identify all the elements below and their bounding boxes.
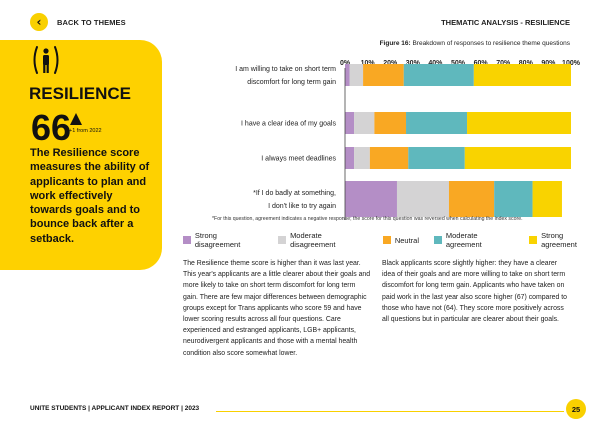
- bar-segment: [396, 181, 449, 217]
- theme-title: RESILIENCE: [29, 84, 132, 103]
- bar-segment: [467, 112, 571, 134]
- x-tick-label: 30%: [406, 60, 421, 67]
- x-tick-label: 90%: [541, 60, 556, 67]
- category-label: *If I do badly at something,: [253, 190, 336, 197]
- category-label: I don't like to try again: [268, 203, 336, 210]
- bar-segment: [354, 112, 375, 134]
- legend-swatch: [278, 236, 287, 244]
- footer-divider: [216, 411, 564, 413]
- bar-segment: [345, 112, 355, 134]
- bar-segment: [369, 147, 409, 169]
- legend-label: Moderate agreement: [445, 231, 482, 249]
- x-tick-label: 20%: [383, 60, 398, 67]
- category-label: discomfort for long term gain: [247, 79, 336, 86]
- legend-label: Strong disagreement: [194, 231, 241, 249]
- chart-legend: Strong disagreement Moderate disagreement…: [183, 231, 600, 249]
- arrow-up-icon: [70, 113, 82, 125]
- theme-score: 66: [31, 107, 72, 148]
- score-change: +1 from 2022: [69, 128, 102, 134]
- legend-label: Moderate disagreement: [290, 231, 336, 249]
- legend-swatch: [382, 236, 391, 244]
- back-to-themes-link[interactable]: ‹ BACK TO THEMES: [30, 13, 126, 31]
- x-tick-label: 40%: [428, 60, 443, 67]
- bar-segment: [406, 112, 468, 134]
- legend-label: Neutral: [394, 235, 420, 245]
- body-text-column-2: Black applicants score slightly higher: …: [382, 260, 567, 324]
- legend-item: Moderate disagreement: [278, 231, 368, 249]
- x-tick-label: 100%: [562, 60, 581, 67]
- x-tick-label: 0%: [340, 60, 351, 67]
- section-title: THEMATIC ANALYSIS - RESILIENCE: [441, 18, 570, 27]
- bar-segment: [354, 147, 370, 169]
- body-text-column-1: The Resilience theme score is higher tha…: [183, 260, 371, 357]
- bar-segment: [345, 147, 355, 169]
- legend-swatch: [529, 236, 538, 244]
- bar-segment: [473, 64, 571, 86]
- x-tick-label: 60%: [474, 60, 489, 67]
- back-to-themes-label: BACK TO THEMES: [57, 17, 126, 27]
- x-tick-label: 70%: [496, 60, 511, 67]
- page-number: 25: [566, 399, 586, 419]
- bar-segment: [532, 181, 562, 217]
- chevron-left-icon: ‹: [30, 13, 48, 31]
- x-tick-label: 10%: [361, 60, 376, 67]
- bar-segment: [494, 181, 533, 217]
- legend-item: Moderate agreement: [434, 231, 514, 249]
- legend-item: Strong agreement: [529, 231, 600, 249]
- category-label: I have a clear idea of my goals: [241, 121, 336, 128]
- person-between-brackets-icon: [33, 46, 59, 74]
- theme-panel: [0, 40, 162, 270]
- legend-label: Strong agreement: [541, 231, 577, 249]
- figure-caption: Breakdown of responses to resilience the…: [412, 40, 570, 47]
- bar-segment: [464, 147, 571, 169]
- bar-segment: [345, 181, 397, 217]
- bar-segment: [408, 147, 465, 169]
- legend-item: Strong disagreement: [183, 231, 263, 249]
- legend-swatch: [183, 236, 191, 244]
- bar-segment: [403, 64, 474, 86]
- figure-footnote: *For this question, agreement indicates …: [212, 216, 523, 222]
- legend-swatch: [434, 236, 442, 244]
- bar-segment: [363, 64, 404, 86]
- bar-segment: [374, 112, 407, 134]
- legend-item: Neutral: [382, 235, 420, 245]
- figure-number: Figure 16:: [379, 40, 411, 47]
- category-label: I always meet deadlines: [261, 156, 336, 163]
- figure-title: Figure 16: Breakdown of responses to res…: [380, 40, 570, 47]
- footer-text: UNITE STUDENTS | APPLICANT INDEX REPORT …: [30, 405, 200, 412]
- bar-segment: [349, 64, 364, 86]
- theme-description: The Resilience score measures the abilit…: [30, 147, 150, 245]
- x-tick-label: 80%: [519, 60, 534, 67]
- x-tick-label: 50%: [451, 60, 466, 67]
- bar-segment: [345, 64, 350, 86]
- bar-segment: [448, 181, 495, 217]
- category-label: I am willing to take on short term: [235, 66, 336, 73]
